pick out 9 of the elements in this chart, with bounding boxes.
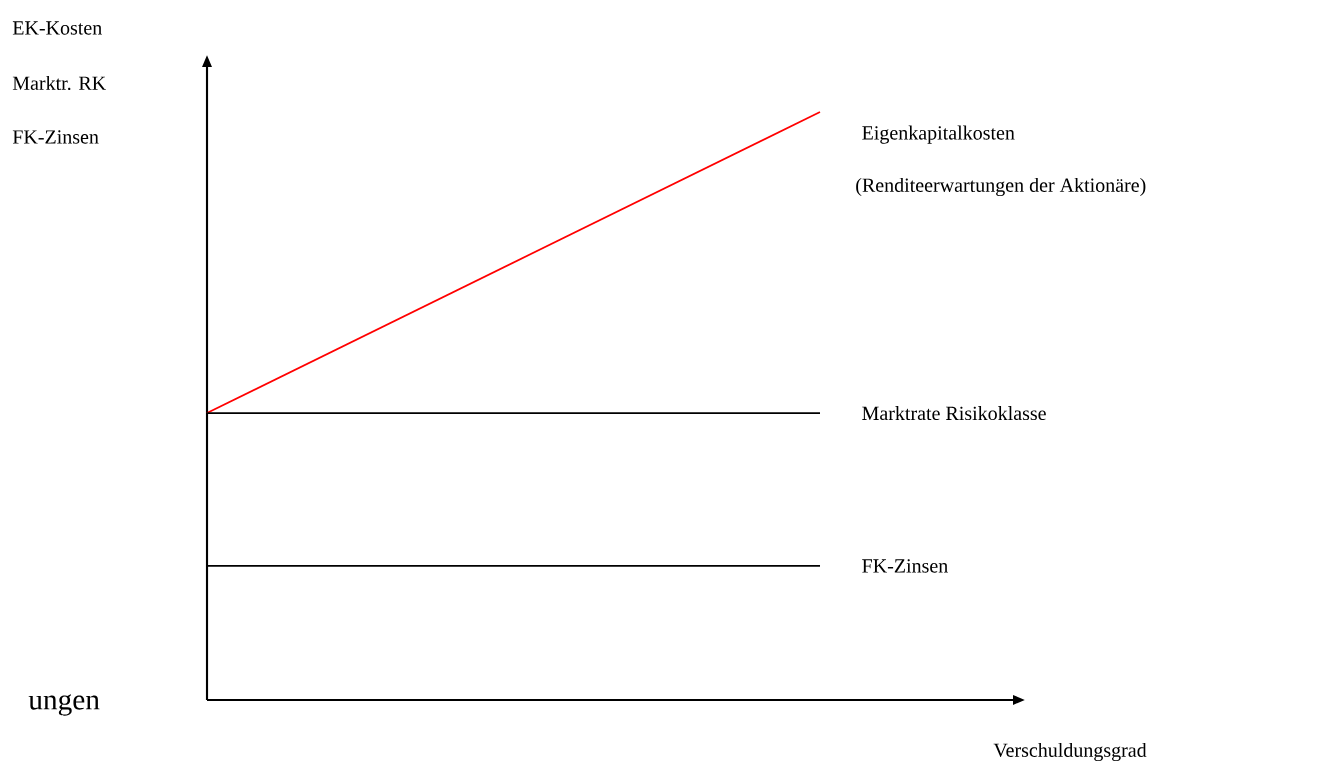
text: FK-Zinsen [862, 559, 948, 573]
text: Eigenkapitalkosten [862, 125, 1015, 144]
text: Marktrate Risikoklasse [862, 406, 1046, 421]
text: ungen [28, 694, 100, 716]
text: Marktr. RK [12, 75, 106, 91]
x-axis-title: Verschuldungsgrad [993, 742, 1147, 762]
annotation: (Renditeerwartungen der Aktionäre) [856, 177, 1146, 197]
text: EK-Kosten [12, 21, 102, 35]
text: FK-Zinsen [12, 130, 99, 144]
